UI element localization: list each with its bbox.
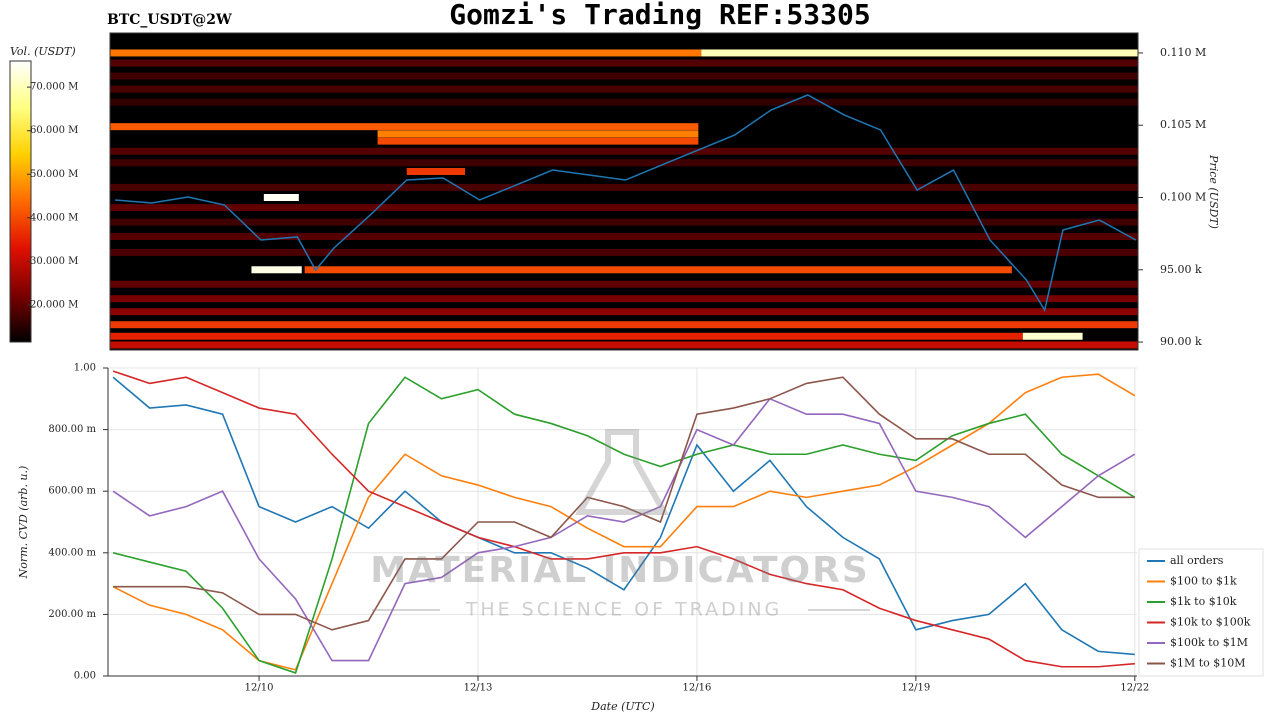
colorbar-tick-label: 50.000 M — [30, 169, 78, 180]
heat-cell — [263, 193, 299, 201]
cvd-line — [112, 370, 1135, 668]
heat-cell — [110, 183, 1138, 191]
heat-cell — [110, 233, 1138, 241]
heat-cell — [110, 59, 1138, 67]
heat-cell — [110, 159, 1138, 167]
heat-cell — [304, 266, 1012, 274]
heat-cell — [110, 332, 1023, 340]
heat-cell — [110, 123, 699, 131]
x-tick-label: 12/13 — [464, 683, 493, 694]
line-plot: 0.00 200.00 m 400.00 m 600.00 m 800.00 m 1.00… — [48, 363, 1149, 694]
legend-label: $1M to $10M — [1170, 657, 1246, 670]
y-axis-label: Price (USDT) — [1207, 154, 1220, 229]
y-tick-label: 90.00 k — [1160, 335, 1202, 348]
plot-area — [110, 33, 1138, 350]
heat-cell — [377, 137, 699, 145]
cvd-line — [112, 373, 1136, 671]
price-line — [115, 94, 1137, 313]
plot-frame — [109, 32, 1139, 351]
heat-cell — [110, 248, 1138, 256]
heatmap-plot: 90.00 k 95.00 k 0.100 M 0.105 M 0.110 M 20.00… — [9, 32, 1206, 351]
watermark-subtitle: THE SCIENCE OF TRADING — [465, 599, 783, 621]
y-tick-label: 1.00 — [74, 363, 96, 374]
heat-cell — [251, 266, 302, 274]
heat-cell — [110, 49, 702, 57]
heat-cell — [110, 308, 1138, 316]
heat-cell — [110, 280, 1138, 288]
colorbar-label: Vol. (USDT) — [10, 45, 76, 58]
heat-cell — [701, 49, 1138, 57]
y-tick-label: 0.105 M — [1160, 118, 1206, 131]
heat-cell — [406, 167, 466, 175]
watermark-icon — [574, 429, 670, 515]
cvd-line — [112, 376, 1136, 674]
x-tick-label: 12/22 — [1120, 683, 1149, 694]
y-tick-label: 800.00 m — [48, 424, 96, 435]
heat-cell — [110, 98, 1138, 106]
heat-cell — [377, 130, 699, 138]
legend-label: $1k to $10k — [1170, 595, 1237, 608]
colorbar-tick-label: 60.000 M — [30, 125, 78, 136]
y-tick-label: 95.00 k — [1160, 263, 1202, 276]
y-tick-label: 0.110 M — [1160, 46, 1206, 59]
legend-label: $100k to $1M — [1170, 636, 1248, 649]
heat-cell — [110, 147, 1138, 155]
heat-cell — [110, 321, 1138, 329]
watermark: MATERIAL INDICATORS THE SCIENCE OF TRADI… — [370, 429, 870, 621]
heat-cell — [1022, 332, 1083, 340]
legend: all orders $100 to $1k $1k to $10k $10k to … — [1138, 548, 1264, 677]
x-tick-label: 12/19 — [901, 683, 930, 694]
cvd-line — [112, 376, 1135, 656]
heat-cell — [110, 204, 1138, 212]
y-tick-label: 400.00 m — [48, 547, 96, 558]
legend-label: all orders — [1170, 554, 1224, 567]
colorbar — [9, 60, 32, 343]
y-tick-label: 600.00 m — [48, 486, 96, 497]
heat-cell — [110, 85, 1138, 93]
y-axis-label: Norm. CVD (arb. u.) — [17, 466, 30, 580]
chart-title: Gomzi's Trading REF:53305 — [449, 0, 870, 31]
y-tick-label: 0.00 — [74, 671, 96, 682]
colorbar-tick-label: 70.000 M — [30, 82, 78, 93]
colorbar-tick-label: 20.000 M — [30, 299, 78, 310]
heat-cell — [110, 341, 1138, 349]
x-axis-label: Date (UTC) — [590, 700, 654, 713]
cvd-line — [112, 397, 1136, 662]
legend-box — [1138, 548, 1264, 677]
y-tick-label: 200.00 m — [48, 609, 96, 620]
heat-cell — [110, 72, 1138, 80]
legend-label: $100 to $1k — [1170, 575, 1237, 588]
chart-subtitle: BTC_USDT@2W — [107, 12, 232, 28]
x-tick-label: 12/16 — [683, 683, 712, 694]
heat-cell — [110, 295, 1138, 303]
colorbar-tick-label: 30.000 M — [30, 256, 78, 267]
y-tick-label: 0.100 M — [1160, 190, 1206, 203]
watermark-title: MATERIAL INDICATORS — [370, 550, 870, 591]
legend-label: $10k to $100k — [1170, 616, 1251, 629]
heat-cell — [110, 218, 1138, 226]
x-tick-label: 12/10 — [245, 683, 274, 694]
cvd-line — [113, 376, 1135, 631]
colorbar-tick-label: 40.000 M — [30, 212, 78, 223]
